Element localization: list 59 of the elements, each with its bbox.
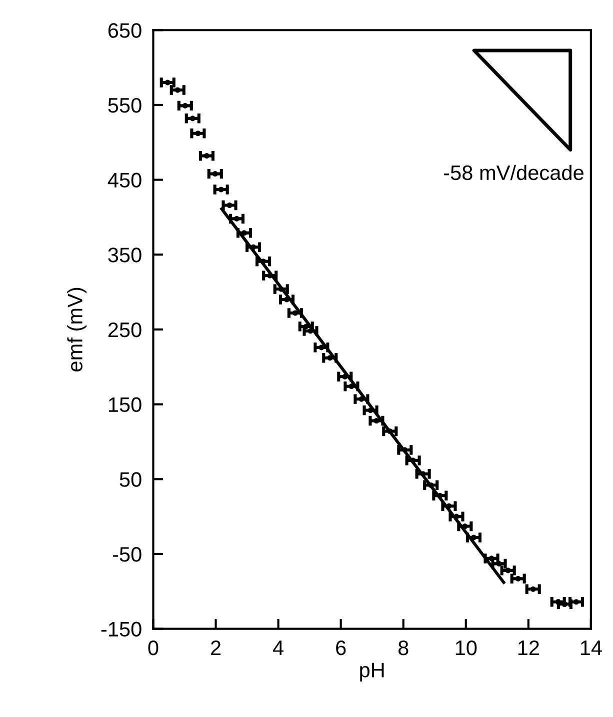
point — [437, 492, 443, 498]
point — [428, 482, 434, 488]
point — [488, 556, 494, 562]
x-tick-label: 12 — [518, 640, 539, 656]
point — [164, 80, 170, 86]
y-tick-label: 550 — [108, 98, 142, 113]
point — [234, 216, 240, 222]
point — [496, 560, 502, 566]
point — [446, 503, 452, 509]
point — [218, 186, 224, 192]
point — [327, 355, 333, 361]
point — [470, 534, 476, 540]
y-tick-label: 50 — [120, 472, 142, 487]
point — [358, 396, 364, 402]
point — [374, 418, 380, 424]
point — [303, 324, 309, 330]
point — [250, 244, 256, 250]
point — [515, 576, 521, 582]
point — [562, 601, 568, 607]
y-tick-label: 650 — [108, 23, 142, 38]
point — [555, 599, 561, 605]
point — [348, 384, 354, 390]
point — [195, 130, 201, 136]
point — [410, 458, 416, 464]
point — [402, 447, 408, 453]
point — [573, 599, 580, 605]
annotation: -58 mV/decade — [444, 164, 584, 180]
point — [190, 116, 196, 122]
point — [505, 568, 511, 574]
point — [174, 87, 180, 93]
x-axis-title: pH — [360, 662, 384, 682]
x-tick-label: 0 — [148, 640, 158, 656]
y-tick-label: 350 — [108, 248, 142, 262]
x-tick-label: 8 — [398, 640, 408, 656]
y-tick-label: -50 — [112, 546, 142, 562]
point — [420, 471, 426, 477]
point — [318, 344, 324, 350]
point — [387, 428, 393, 434]
y-tick-label: -150 — [101, 622, 142, 637]
point — [212, 171, 218, 177]
point — [226, 202, 232, 208]
point — [368, 408, 374, 414]
x-tick-label: 10 — [456, 640, 477, 656]
x-tick-label: 2 — [211, 640, 221, 656]
point — [462, 524, 468, 530]
point — [204, 153, 210, 159]
y-tick-label: 450 — [108, 172, 142, 188]
y-tick-label: 150 — [108, 397, 142, 412]
point — [308, 328, 314, 334]
point — [292, 310, 298, 316]
y-tick-label: 250 — [108, 322, 142, 338]
x-tick-label: 6 — [336, 640, 346, 656]
point — [182, 102, 188, 108]
point — [530, 586, 536, 592]
y-axis-title: emf (mV) — [67, 288, 87, 372]
point — [342, 374, 348, 380]
point — [278, 286, 284, 292]
x-tick-label: 14 — [580, 640, 602, 656]
x-tick-label: 4 — [272, 640, 284, 656]
